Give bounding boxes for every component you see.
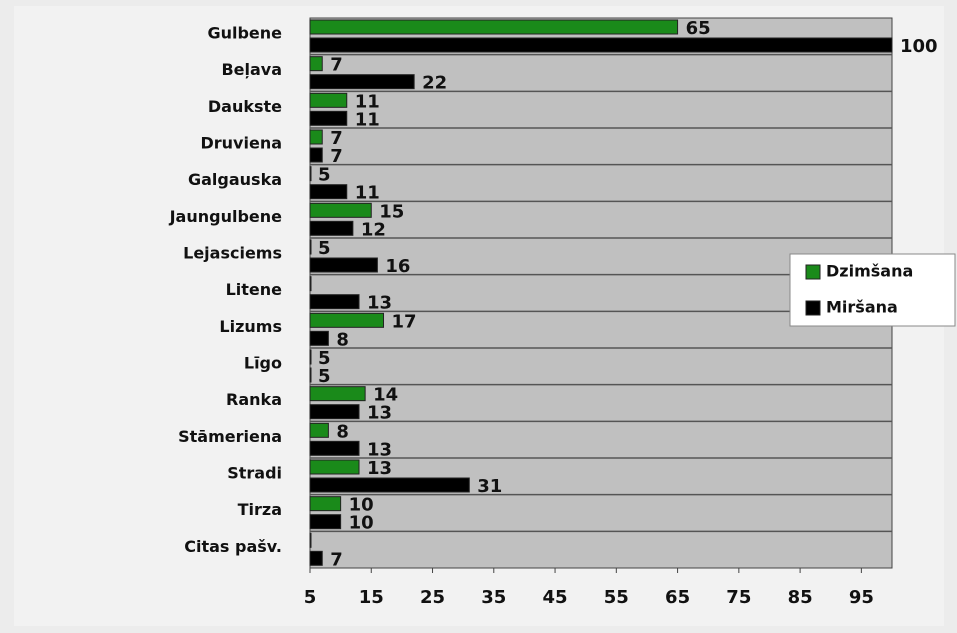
data-label: 8: [336, 421, 349, 442]
x-tick-label: 45: [543, 587, 568, 608]
data-label: 13: [367, 403, 392, 424]
bar: [309, 220, 354, 236]
data-label: 7: [330, 146, 343, 167]
x-tick-label: 65: [665, 587, 690, 608]
y-tick-label: Galgauska: [188, 170, 282, 189]
data-label: 7: [330, 128, 343, 149]
bar: [309, 330, 329, 346]
data-label: 14: [373, 385, 398, 406]
bar: [309, 532, 312, 548]
y-tick-label: Stradi: [227, 464, 282, 483]
y-tick-label: Tirza: [238, 500, 282, 519]
bar: [309, 440, 360, 456]
data-label: 13: [367, 439, 392, 460]
data-label: 13: [367, 293, 392, 314]
data-label: 65: [686, 18, 711, 39]
bar: [309, 459, 360, 475]
y-tick-label: Gulbene: [207, 24, 282, 43]
x-tick-label: 5: [304, 587, 317, 608]
bar: [309, 477, 470, 493]
bar: [309, 496, 342, 512]
bar: [309, 349, 312, 365]
x-tick-label: 85: [788, 587, 813, 608]
bar: [309, 147, 323, 163]
bar: [309, 257, 378, 273]
bar: [309, 202, 372, 218]
bar: [309, 239, 312, 255]
data-label: 22: [422, 73, 447, 94]
bar: [309, 110, 348, 126]
data-label: 5: [318, 238, 331, 259]
bar: [309, 129, 323, 145]
bar: [309, 312, 385, 328]
data-label: 100: [900, 36, 938, 57]
legend-swatch: [805, 264, 821, 280]
data-label: 7: [330, 549, 343, 570]
bar: [309, 92, 348, 108]
data-label: 5: [318, 348, 331, 369]
data-label: 11: [355, 91, 380, 112]
bar: [309, 166, 312, 182]
y-tick-label: Stāmeriena: [178, 427, 282, 446]
x-tick-label: 25: [420, 587, 445, 608]
y-tick-label: Daukste: [208, 97, 282, 116]
x-tick-label: 75: [726, 587, 751, 608]
y-tick-label: Līgo: [244, 354, 282, 373]
data-label: 11: [355, 109, 380, 130]
bar: [309, 294, 360, 310]
legend-swatch: [805, 300, 821, 316]
x-tick-label: 15: [359, 587, 384, 608]
bar: [309, 56, 323, 72]
legend-label: Miršana: [826, 298, 898, 317]
bar: [309, 184, 348, 200]
x-tick-label: 55: [604, 587, 629, 608]
data-label: 17: [392, 311, 417, 332]
data-label: 16: [385, 256, 410, 277]
y-tick-label: Ranka: [226, 390, 282, 409]
legend-label: Dzimšana: [826, 262, 913, 281]
y-tick-label: Lejasciems: [183, 244, 282, 263]
data-label: 10: [349, 495, 374, 516]
bar: [309, 550, 323, 566]
bar: [309, 404, 360, 420]
y-tick-label: Beļava: [221, 60, 282, 79]
x-tick-label: 95: [849, 587, 874, 608]
data-label: 5: [318, 366, 331, 387]
bar: [309, 514, 342, 530]
y-tick-label: Litene: [226, 280, 283, 299]
y-tick-label: Druviena: [200, 134, 282, 153]
data-label: 13: [367, 458, 392, 479]
bar: [309, 19, 679, 35]
data-label: 5: [318, 165, 331, 186]
data-label: 7: [330, 55, 343, 76]
bar: [309, 37, 893, 53]
data-label: 8: [336, 329, 349, 350]
data-label: 15: [379, 201, 404, 222]
bar: [309, 74, 415, 90]
x-tick-label: 35: [481, 587, 506, 608]
y-tick-label: Citas pašv.: [184, 537, 282, 556]
data-label: 11: [355, 183, 380, 204]
y-tick-label: Lizums: [219, 317, 282, 336]
bar: [309, 386, 366, 402]
data-label: 12: [361, 219, 386, 240]
data-label: 31: [477, 476, 502, 497]
y-tick-label: Jaungulbene: [169, 207, 283, 226]
bar: [309, 276, 312, 292]
data-label: 10: [349, 513, 374, 534]
bar: [309, 422, 329, 438]
bar: [309, 367, 312, 383]
